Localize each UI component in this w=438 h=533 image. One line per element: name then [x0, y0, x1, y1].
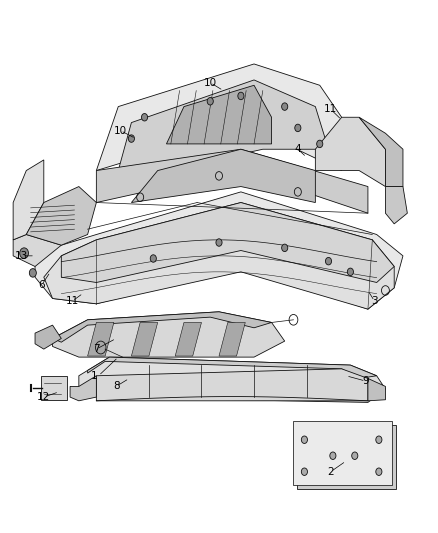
Polygon shape — [96, 369, 368, 401]
Text: 4: 4 — [294, 144, 301, 154]
Circle shape — [317, 140, 323, 148]
Text: 6: 6 — [38, 280, 45, 290]
Polygon shape — [53, 312, 285, 357]
Polygon shape — [79, 357, 385, 402]
Text: 10: 10 — [114, 126, 127, 135]
Circle shape — [347, 268, 353, 276]
Circle shape — [352, 452, 358, 459]
Polygon shape — [53, 312, 272, 342]
Circle shape — [128, 135, 134, 142]
Circle shape — [150, 255, 156, 262]
Text: 1: 1 — [91, 371, 98, 381]
Polygon shape — [13, 235, 79, 277]
Circle shape — [282, 103, 288, 110]
Circle shape — [295, 124, 301, 132]
Circle shape — [330, 452, 336, 459]
Circle shape — [207, 98, 213, 105]
Circle shape — [376, 436, 382, 443]
Circle shape — [20, 248, 28, 259]
Text: 10: 10 — [204, 78, 217, 87]
Circle shape — [376, 468, 382, 475]
Text: 2: 2 — [327, 467, 334, 477]
Polygon shape — [131, 149, 315, 203]
Circle shape — [141, 114, 148, 121]
Text: 11: 11 — [66, 296, 79, 306]
Polygon shape — [297, 425, 396, 489]
FancyBboxPatch shape — [293, 421, 392, 485]
Polygon shape — [96, 64, 342, 171]
Polygon shape — [26, 187, 96, 245]
Polygon shape — [175, 322, 201, 356]
Text: 8: 8 — [113, 382, 120, 391]
Circle shape — [216, 239, 222, 246]
Text: 7: 7 — [93, 344, 100, 354]
Polygon shape — [88, 357, 377, 378]
Polygon shape — [166, 85, 272, 144]
FancyBboxPatch shape — [41, 376, 67, 400]
Circle shape — [301, 436, 307, 443]
Polygon shape — [315, 117, 385, 187]
Polygon shape — [13, 160, 44, 240]
Polygon shape — [70, 376, 96, 401]
Circle shape — [238, 92, 244, 100]
Text: 9: 9 — [362, 376, 369, 386]
Polygon shape — [219, 322, 245, 356]
Circle shape — [325, 257, 332, 265]
Text: 11: 11 — [324, 104, 337, 114]
Polygon shape — [368, 378, 385, 401]
Circle shape — [301, 468, 307, 475]
Polygon shape — [61, 203, 394, 282]
Circle shape — [29, 269, 36, 277]
Text: 3: 3 — [371, 296, 378, 306]
Polygon shape — [359, 117, 403, 187]
Polygon shape — [385, 187, 407, 224]
Polygon shape — [35, 325, 61, 349]
Polygon shape — [118, 80, 328, 171]
Text: 12: 12 — [37, 392, 50, 402]
Polygon shape — [88, 322, 114, 356]
Polygon shape — [35, 192, 403, 309]
Polygon shape — [96, 149, 368, 213]
Polygon shape — [44, 203, 394, 309]
Circle shape — [282, 244, 288, 252]
Text: 13: 13 — [15, 251, 28, 261]
Polygon shape — [131, 322, 158, 356]
